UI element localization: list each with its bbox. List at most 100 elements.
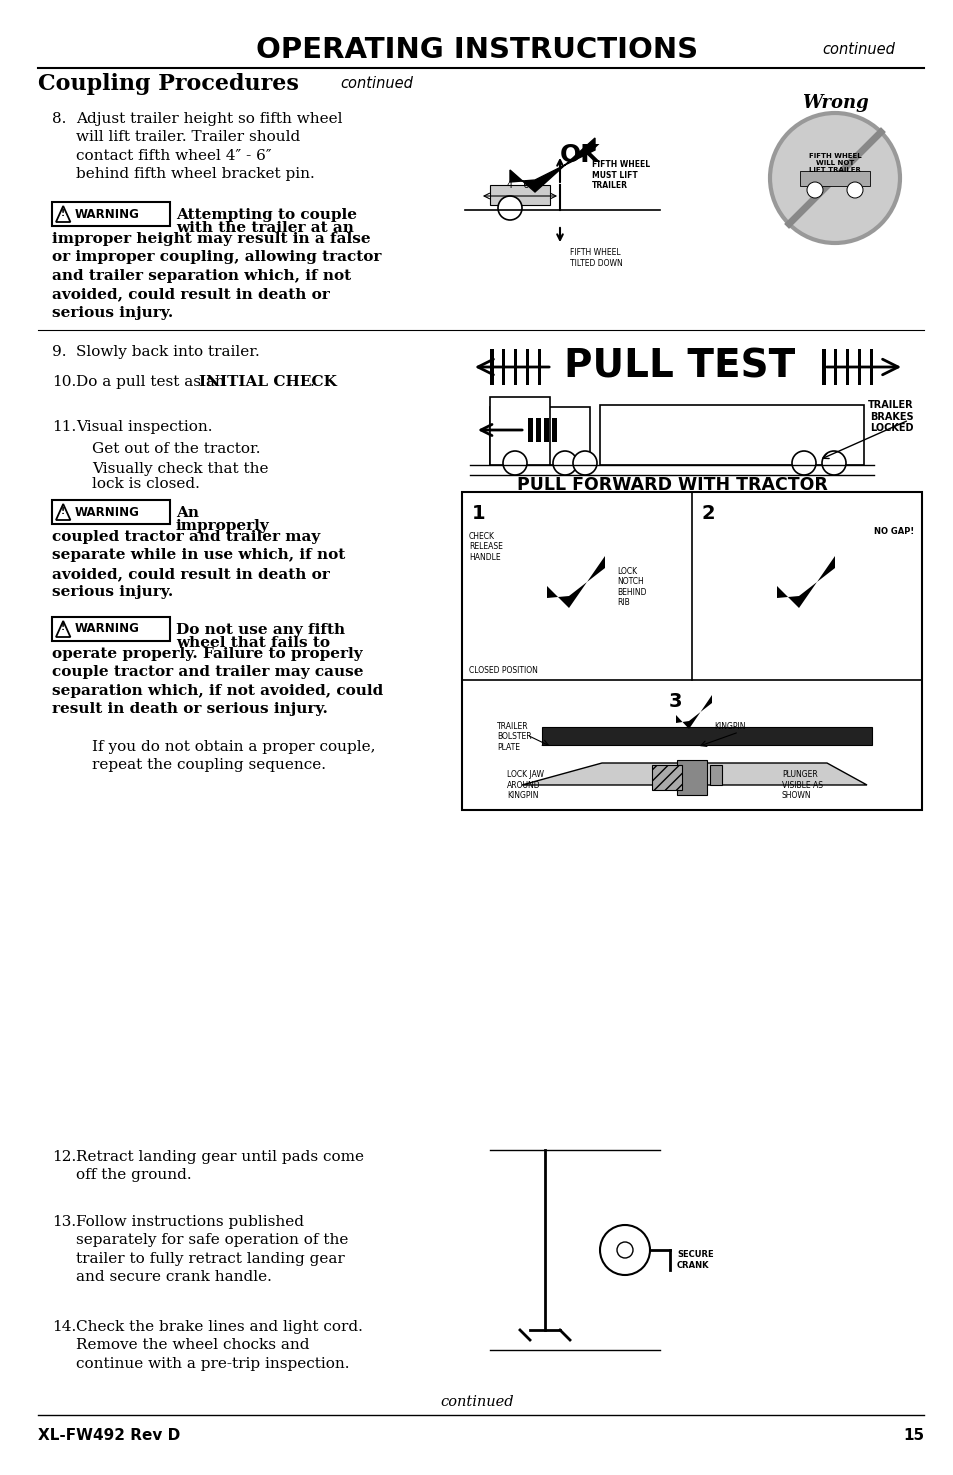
Text: operate properly. Failure to properly
couple tractor and trailer may cause
separ: operate properly. Failure to properly co… [52,648,383,717]
Polygon shape [510,139,595,192]
Text: continued: continued [339,77,413,91]
Text: 10.: 10. [52,375,76,389]
Text: WARNING: WARNING [74,208,139,220]
Text: 1: 1 [472,504,485,524]
Text: 2: 2 [701,504,715,524]
Circle shape [806,181,822,198]
Bar [677,760,706,795]
Text: An: An [175,506,199,521]
Text: If you do not obtain a proper couple,
repeat the coupling sequence.: If you do not obtain a proper couple, re… [91,740,375,773]
Text: !: ! [61,624,65,633]
Circle shape [553,451,577,475]
Text: with the trailer at an: with the trailer at an [175,221,354,235]
Bar [501,350,504,385]
Text: PULL FORWARD WITH TRACTOR: PULL FORWARD WITH TRACTOR [516,476,826,494]
Circle shape [497,196,521,220]
Circle shape [617,1242,633,1258]
Text: 14.: 14. [52,1320,76,1333]
Bar [599,406,863,465]
Polygon shape [56,621,71,637]
Polygon shape [546,556,604,608]
Text: OK: OK [559,143,600,167]
Text: Retract landing gear until pads come
off the ground.: Retract landing gear until pads come off… [76,1150,364,1183]
Text: CLOSED POSITION: CLOSED POSITION [469,667,537,676]
Text: Do not use any fifth: Do not use any fifth [175,622,345,637]
Text: !: ! [61,506,65,515]
Bar [651,766,681,791]
Text: Check the brake lines and light cord.
Remove the wheel chocks and
continue with : Check the brake lines and light cord. Re… [76,1320,362,1370]
Bar [543,417,548,442]
Bar [541,727,871,745]
Text: CHECK
RELEASE
HANDLE: CHECK RELEASE HANDLE [469,532,502,562]
Text: 8.: 8. [52,112,67,125]
Text: Attempting to couple: Attempting to couple [175,208,356,223]
Bar [490,397,550,465]
Text: LOCK
NOTCH
BEHIND
RIB: LOCK NOTCH BEHIND RIB [617,566,646,608]
Bar [800,171,869,186]
Text: PULL TEST: PULL TEST [564,348,795,386]
Bar [514,350,517,385]
Text: FIFTH WHEEL
MUST LIFT
TRAILER: FIFTH WHEEL MUST LIFT TRAILER [592,161,649,190]
Bar [490,184,550,205]
Text: Coupling Procedures: Coupling Procedures [38,72,298,94]
Text: Follow instructions published
separately for safe operation of the
trailer to fu: Follow instructions published separately… [76,1215,348,1285]
Text: LOCK JAW
AROUND
KINGPIN: LOCK JAW AROUND KINGPIN [506,770,543,799]
Text: FIFTH WHEEL
TILTED DOWN: FIFTH WHEEL TILTED DOWN [569,248,622,267]
Text: Visually check that the: Visually check that the [91,462,268,476]
Bar [709,766,721,785]
Bar [857,350,861,385]
Text: 11.: 11. [52,420,76,434]
Text: !: ! [61,208,65,217]
Text: Visual inspection.: Visual inspection. [76,420,213,434]
Text: OPERATING INSTRUCTIONS: OPERATING INSTRUCTIONS [255,35,698,63]
Bar [869,350,872,385]
Text: SECURE
CRANK: SECURE CRANK [677,1251,713,1270]
Text: .: . [310,375,314,389]
Circle shape [502,451,526,475]
Circle shape [599,1226,649,1274]
Circle shape [821,451,845,475]
Text: KINGPIN: KINGPIN [713,721,744,732]
Text: coupled tractor and trailer may
separate while in use which, if not
avoided, cou: coupled tractor and trailer may separate… [52,530,345,599]
Text: 3: 3 [668,692,681,711]
Bar [461,493,921,810]
FancyArrowPatch shape [480,425,521,435]
Text: Do a pull test as an: Do a pull test as an [76,375,230,389]
Polygon shape [521,763,866,785]
Text: Wrong: Wrong [801,94,867,112]
Text: Get out of the tractor.: Get out of the tractor. [91,442,260,456]
Bar [536,417,540,442]
Bar [537,350,540,385]
Text: FIFTH WHEEL
WILL NOT
LIFT TRAILER: FIFTH WHEEL WILL NOT LIFT TRAILER [808,153,861,173]
Text: 13.: 13. [52,1215,76,1229]
Polygon shape [56,207,71,223]
Bar [52,617,170,642]
Bar [552,417,557,442]
Text: improperly: improperly [175,519,270,532]
Text: continued: continued [821,43,894,58]
Bar [833,350,836,385]
Text: continued: continued [439,1395,514,1409]
Circle shape [573,451,597,475]
Text: 15: 15 [902,1428,923,1443]
Circle shape [769,114,899,243]
Text: TRAILER
BOLSTER
PLATE: TRAILER BOLSTER PLATE [497,721,531,752]
Bar [490,407,589,465]
Text: improper height may result in a false
or improper coupling, allowing tractor
and: improper height may result in a false or… [52,232,381,320]
FancyArrowPatch shape [826,360,897,375]
Bar [52,202,170,226]
Text: wheel that fails to: wheel that fails to [175,636,330,650]
Text: 9.: 9. [52,345,67,358]
Text: 12.: 12. [52,1150,76,1164]
Text: NO GAP!: NO GAP! [873,527,913,535]
Polygon shape [56,504,71,521]
Bar [821,350,825,385]
Text: WARNING: WARNING [74,622,139,636]
Text: Adjust trailer height so fifth wheel
will lift trailer. Trailer should
contact f: Adjust trailer height so fifth wheel wil… [76,112,342,181]
Bar [525,350,529,385]
Circle shape [846,181,862,198]
Bar [845,350,848,385]
Bar [527,417,533,442]
Bar [52,500,170,524]
Text: TRAILER
BRAKES
LOCKED: TRAILER BRAKES LOCKED [867,400,913,434]
